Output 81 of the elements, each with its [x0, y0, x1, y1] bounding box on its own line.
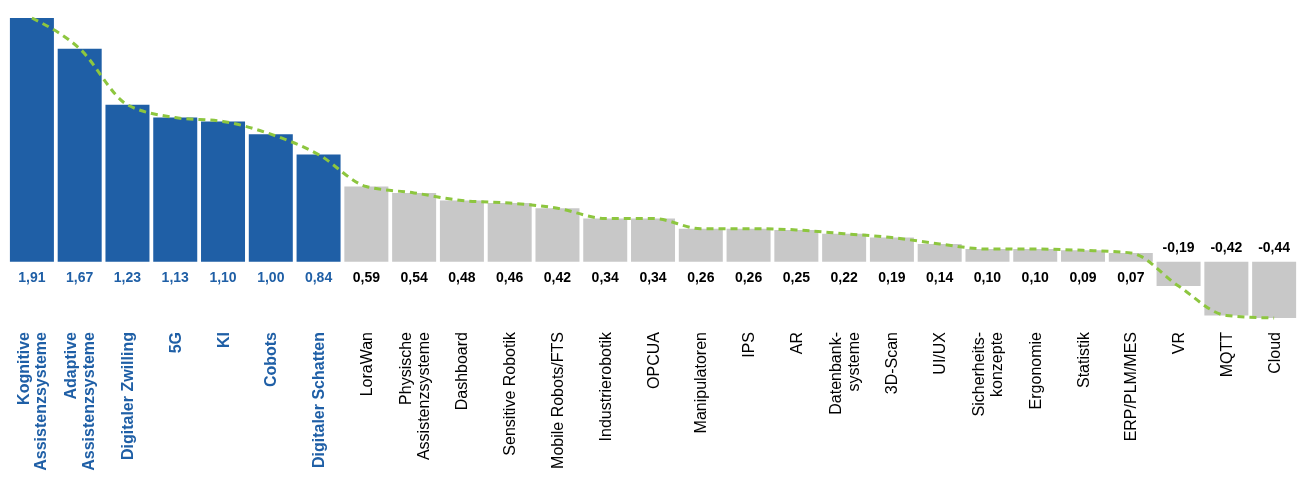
x-tick-label: 3D-Scan — [883, 332, 901, 395]
x-tick-label: Industrierobotik — [596, 331, 614, 442]
bar — [678, 228, 723, 262]
data-label: 0,84 — [304, 268, 333, 285]
data-label: -0,19 — [1162, 238, 1195, 255]
x-tick-label: Ergonomie — [1026, 331, 1044, 410]
x-tick-label: Dashboard — [453, 332, 471, 411]
bar — [1108, 252, 1153, 262]
x-tick-label: VR — [1170, 332, 1188, 355]
bar — [153, 117, 198, 262]
data-label: 1,10 — [209, 268, 237, 285]
bar — [344, 186, 389, 262]
data-label: 0,48 — [448, 268, 476, 285]
data-label: 0,22 — [830, 268, 858, 285]
data-label: 1,13 — [161, 268, 190, 285]
x-tick-label: Mobile Robots/FTS — [549, 332, 567, 469]
data-label: 0,19 — [878, 268, 906, 285]
data-label: 0,54 — [400, 268, 428, 285]
x-tick-label: Sicherheits- konzepte — [970, 331, 1005, 417]
x-tick-label: Digitaler Schatten — [310, 332, 328, 469]
data-label: 1,91 — [18, 268, 46, 285]
x-tick-label: Cobots — [262, 331, 280, 388]
bar — [869, 237, 914, 262]
bar — [535, 208, 580, 262]
bar — [1252, 261, 1297, 318]
bar — [965, 249, 1010, 262]
x-tick-label: MQTT — [1217, 331, 1235, 378]
data-label: 0,10 — [973, 268, 1002, 285]
bar — [1204, 261, 1249, 316]
data-label: 0,25 — [782, 268, 811, 285]
bar — [1061, 250, 1106, 262]
data-label: 1,23 — [113, 268, 142, 285]
bar — [1156, 261, 1201, 287]
data-label: 0,26 — [734, 268, 763, 285]
x-tick-label: IPS — [740, 332, 758, 358]
data-label: 0,34 — [639, 268, 667, 285]
data-label: 1,67 — [66, 268, 94, 285]
data-label: 0,14 — [926, 268, 954, 285]
bar — [392, 192, 437, 262]
data-label: 0,59 — [352, 268, 381, 285]
x-tick-label: Sensitive Robotik — [501, 331, 519, 456]
data-label: -0,44 — [1258, 238, 1291, 255]
bar — [917, 243, 962, 262]
data-label: 0,34 — [591, 268, 620, 285]
x-tick-label: Adaptive Assistenzsysteme — [62, 331, 98, 471]
x-tick-label: ERP/PLM/MES — [1122, 332, 1140, 442]
data-label: -0,42 — [1210, 238, 1243, 255]
data-label: 0,07 — [1117, 268, 1145, 285]
data-label: 0,42 — [543, 268, 572, 285]
data-label: 1,00 — [257, 268, 285, 285]
bar — [57, 48, 102, 262]
bar — [201, 121, 246, 262]
bar — [105, 104, 150, 262]
x-tick-label: 5G — [166, 332, 184, 354]
x-tick-label: Digitaler Zwilling — [119, 332, 137, 461]
bar — [726, 228, 771, 262]
bar — [822, 233, 867, 262]
bar — [439, 200, 484, 262]
x-tick-label: LoraWan — [357, 332, 375, 397]
x-tick-label: Statistik — [1074, 331, 1092, 389]
x-tick-label: Kognitive Assistenzsysteme — [14, 331, 50, 471]
bar — [1013, 249, 1058, 262]
x-tick-label: Physische Assistenzsysteme — [396, 331, 432, 461]
bar — [487, 203, 532, 262]
x-tick-label: OPCUA — [644, 331, 662, 389]
data-label: 0,46 — [496, 268, 524, 285]
data-label: 0,26 — [687, 268, 715, 285]
bar — [631, 218, 676, 262]
x-tick-label: Cloud — [1265, 332, 1283, 374]
bar — [774, 229, 819, 262]
bar — [9, 18, 54, 262]
data-label: 0,09 — [1069, 268, 1097, 285]
x-tick-label: AR — [787, 332, 805, 355]
x-tick-label: UI/UX — [931, 331, 949, 375]
x-tick-label: Datenbank- systeme — [826, 331, 862, 415]
x-tick-label: KI — [214, 332, 232, 348]
x-tick-label: Manipulatoren — [692, 332, 710, 434]
bar — [248, 134, 293, 262]
bar — [296, 154, 341, 262]
data-label: 0,10 — [1021, 268, 1050, 285]
bar — [583, 218, 628, 262]
